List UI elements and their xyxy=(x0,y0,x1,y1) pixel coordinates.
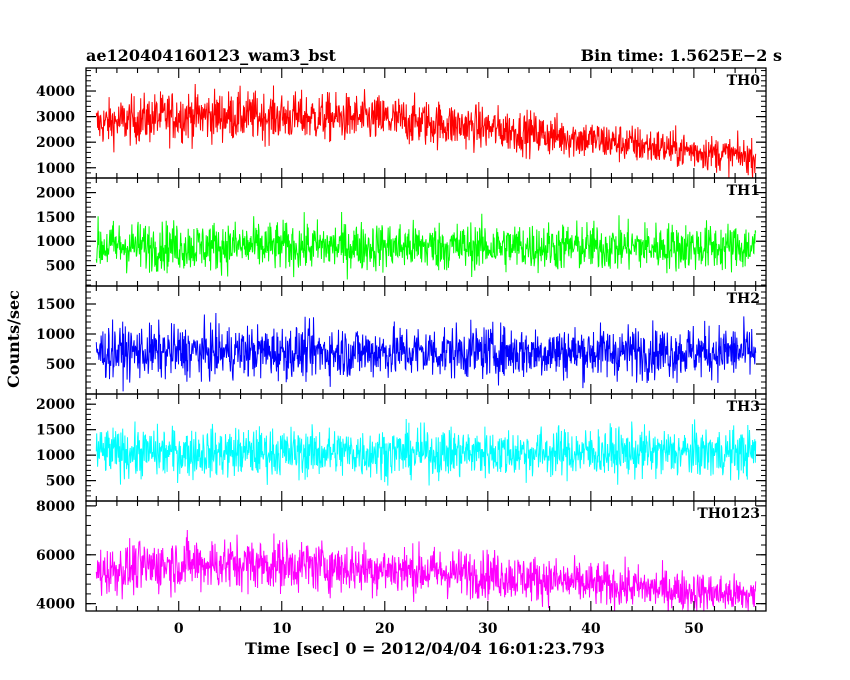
panel-th1: 500 1000 1500 2000 TH1 xyxy=(36,177,767,287)
panel-label-th2: TH2 xyxy=(727,291,760,307)
x-axis-label: Time [sec] 0 = 2012/04/04 16:01:23.793 xyxy=(245,639,605,658)
series-line-th2 xyxy=(95,312,757,392)
y-tick-label: 1500 xyxy=(36,210,75,226)
y-tick-label: 8000 xyxy=(36,499,75,515)
y-tick-label: 2000 xyxy=(36,186,75,202)
y-tick-label: 500 xyxy=(46,357,75,373)
y-axis-label: Counts/sec xyxy=(4,290,23,388)
x-tick-label: 0 xyxy=(174,621,184,637)
x-tick-label: 30 xyxy=(478,621,498,637)
series-line-th1 xyxy=(95,211,757,280)
panel-th0123: 4000 6000 8000 TH0123 xyxy=(36,499,767,613)
series-line-th0 xyxy=(95,83,757,178)
series-line-th3 xyxy=(95,418,757,486)
y-tick-label: 1000 xyxy=(36,327,75,343)
bin-time-label: Bin time: 1.5625E−2 s xyxy=(581,46,782,65)
y-tick-label: 3000 xyxy=(36,110,75,126)
y-tick-label: 1000 xyxy=(36,234,75,250)
y-tick-label: 500 xyxy=(46,259,75,275)
x-tick-label: 20 xyxy=(375,621,395,637)
chart-title: ae120404160123_wam3_bst xyxy=(86,46,337,65)
panel-label-th0: TH0 xyxy=(727,73,761,89)
y-tick-label: 1000 xyxy=(36,161,75,177)
y-tick-label: 500 xyxy=(46,474,75,490)
panel-label-th0123: TH0123 xyxy=(697,506,760,522)
y-tick-label: 1500 xyxy=(36,297,75,313)
y-tick-label: 2000 xyxy=(36,135,75,151)
y-tick-label: 1500 xyxy=(36,423,75,439)
panel-th3: 500 1000 1500 2000 TH3 xyxy=(36,393,767,502)
panel-th0: 1000 2000 3000 4000 TH0 xyxy=(36,67,767,179)
panel-label-th3: TH3 xyxy=(727,399,760,415)
y-tick-label: 4000 xyxy=(36,597,75,613)
y-tick-label: 6000 xyxy=(36,548,75,564)
x-tick-label: 10 xyxy=(272,621,292,637)
panel-th2: 500 1000 1500 TH2 xyxy=(36,285,767,395)
x-tick-label: 50 xyxy=(684,621,704,637)
y-tick-label: 1000 xyxy=(36,448,75,464)
series-line-th0123 xyxy=(95,529,757,611)
panel-label-th1: TH1 xyxy=(727,183,760,199)
y-tick-label: 4000 xyxy=(36,84,75,100)
y-tick-label: 2000 xyxy=(36,397,75,413)
x-tick-label: 40 xyxy=(581,621,601,637)
